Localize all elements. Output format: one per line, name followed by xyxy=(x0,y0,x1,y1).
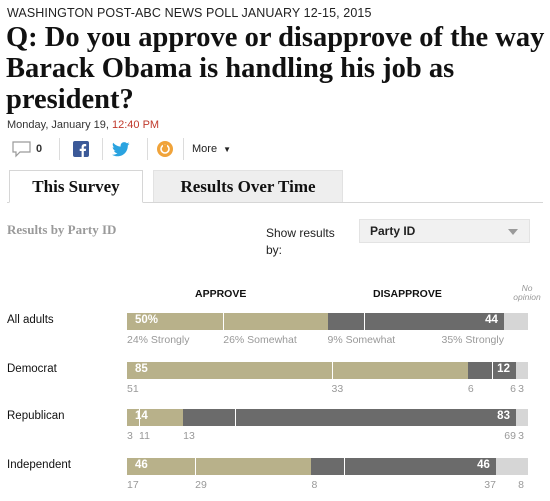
disapprove-strongly-label: 69 xyxy=(504,430,516,442)
share-circle-icon xyxy=(157,141,173,157)
approve-somewhat-label: 11 xyxy=(139,430,150,442)
approve-strongly-label: 24% Strongly xyxy=(127,334,190,346)
dateline-time: 12:40 PM xyxy=(111,119,160,131)
approve-strongly-divider xyxy=(139,409,141,426)
row-label: Republican xyxy=(7,410,65,422)
dropdown-caret-icon xyxy=(508,229,518,235)
share-divider xyxy=(102,138,103,160)
no-opinion-label: 8 xyxy=(518,479,524,491)
no-opinion-bar-segment xyxy=(503,313,528,330)
approve-strongly-label: 3 xyxy=(127,430,133,442)
section-title: Results by Party ID xyxy=(7,222,117,237)
no-opinion-header: No opinion xyxy=(513,283,541,302)
row-label: Independent xyxy=(7,459,71,471)
tab-results-over-time[interactable]: Results Over Time xyxy=(153,170,343,203)
page-title: Q: Do you approve or disapprove of the w… xyxy=(6,22,545,115)
approve-somewhat-label: 29 xyxy=(195,479,207,491)
approve-header: APPROVE xyxy=(195,288,247,300)
dateline: Monday, January 19, 12:40 PM xyxy=(7,119,159,131)
tab-this-survey[interactable]: This Survey xyxy=(9,170,143,203)
select-value: Party ID xyxy=(370,224,416,238)
disapprove-value-label: 46 xyxy=(477,459,490,471)
share-divider xyxy=(59,138,60,160)
more-label: More xyxy=(192,143,218,155)
party-id-select[interactable]: Party ID xyxy=(359,219,530,243)
facebook-icon xyxy=(73,141,89,157)
share-divider xyxy=(183,138,184,160)
disapprove-value-label: 44 xyxy=(485,314,498,326)
share-divider xyxy=(147,138,148,160)
approve-somewhat-label: 26% Somewhat xyxy=(223,334,297,346)
disapprove-somewhat-divider xyxy=(363,313,365,330)
disapprove-strongly-label: 6 xyxy=(510,383,516,395)
approve-value-label: 85 xyxy=(135,363,148,375)
approve-strongly-label: 51 xyxy=(127,383,139,395)
approve-strongly-divider xyxy=(195,458,197,475)
twitter-share-button[interactable] xyxy=(112,135,130,163)
approve-somewhat-label: 33 xyxy=(331,383,344,395)
disapprove-somewhat-label: 9% Somewhat xyxy=(327,334,396,346)
circle-share-button[interactable] xyxy=(156,135,174,163)
no-opinion-bar-segment xyxy=(495,458,528,475)
disapprove-bar-segment xyxy=(311,458,496,475)
facebook-share-button[interactable] xyxy=(73,135,89,163)
caret-down-icon: ▼ xyxy=(223,144,231,154)
disapprove-somewhat-divider xyxy=(491,362,493,379)
disapprove-somewhat-label: 8 xyxy=(311,479,318,491)
no-opinion-label: 3 xyxy=(518,430,524,442)
disapprove-bar-segment xyxy=(327,313,504,330)
approve-strongly-label: 17 xyxy=(127,479,139,491)
twitter-icon xyxy=(112,141,130,156)
stacked-bar: 14 83 xyxy=(127,409,528,426)
approve-strongly-divider xyxy=(331,362,333,379)
disapprove-value-label: 83 xyxy=(497,410,510,422)
more-share-button[interactable]: More ▼ xyxy=(192,135,231,163)
approve-value-label: 14 xyxy=(135,410,148,422)
no-opinion-bar-segment xyxy=(515,362,528,379)
approve-strongly-divider xyxy=(223,313,225,330)
tab-bar: This Survey Results Over Time xyxy=(7,170,543,203)
share-bar: 0 More ▼ xyxy=(7,135,543,163)
disapprove-strongly-label: 35% Strongly xyxy=(441,334,504,346)
approve-value-label: 46 xyxy=(135,459,148,471)
poll-kicker: WASHINGTON POST-ABC NEWS POLL JANUARY 12… xyxy=(7,6,372,20)
no-opinion-bar-segment xyxy=(515,409,528,426)
stacked-bar: 85 12 xyxy=(127,362,528,379)
comment-icon xyxy=(12,141,31,158)
approve-value-label: 50% xyxy=(135,314,159,326)
stacked-bar: 50% 44 xyxy=(127,313,528,330)
disapprove-bar-segment xyxy=(183,409,516,426)
comment-count: 0 xyxy=(36,143,43,155)
show-results-label: Show results by: xyxy=(266,226,335,257)
approve-bar-segment xyxy=(127,409,184,426)
disapprove-somewhat-divider xyxy=(343,458,345,475)
disapprove-somewhat-divider xyxy=(235,409,237,426)
disapprove-strongly-label: 37 xyxy=(484,479,496,491)
no-opinion-label: 3 xyxy=(518,383,524,395)
approve-bar-segment xyxy=(127,313,328,330)
stacked-bar: 46 46 xyxy=(127,458,528,475)
row-label: All adults xyxy=(7,314,54,326)
disapprove-bar-segment xyxy=(467,362,516,379)
comments-button[interactable]: 0 xyxy=(11,135,42,163)
approve-bar-segment xyxy=(127,362,468,379)
dateline-date: Monday, January 19, xyxy=(7,119,109,131)
disapprove-somewhat-label: 13 xyxy=(183,430,195,442)
approve-bar-segment xyxy=(127,458,312,475)
disapprove-somewhat-label: 6 xyxy=(467,383,474,395)
disapprove-value-label: 12 xyxy=(497,363,510,375)
disapprove-header: DISAPPROVE xyxy=(373,288,442,300)
row-label: Democrat xyxy=(7,363,57,375)
tab-underline xyxy=(7,202,543,203)
